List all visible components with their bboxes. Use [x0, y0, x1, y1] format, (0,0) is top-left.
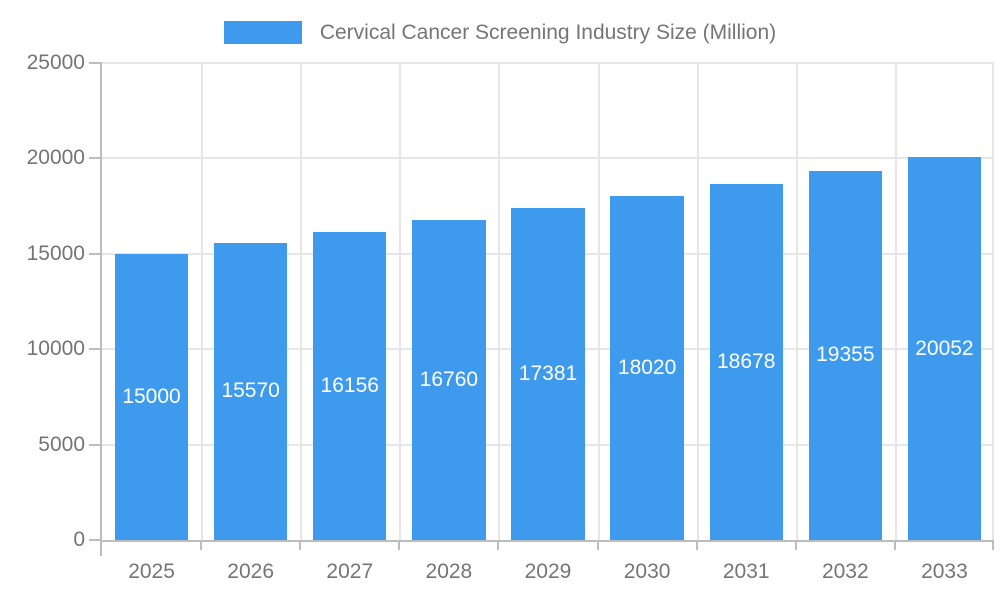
bar[interactable]: 20052: [907, 157, 982, 540]
gridline-horizontal: [102, 62, 994, 64]
y-axis-tick: [89, 539, 102, 541]
y-axis-tick: [89, 443, 102, 446]
x-axis-label: 2027: [326, 560, 374, 583]
bar-value-label: 17381: [518, 362, 578, 386]
x-axis-tick: [992, 540, 994, 550]
x-axis-tick: [497, 540, 500, 550]
x-axis-label: 2026: [227, 560, 275, 583]
y-axis-tick: [89, 157, 102, 160]
gridline-vertical: [498, 63, 501, 540]
y-axis-tick: [89, 348, 102, 351]
x-axis-label: 2029: [524, 560, 572, 583]
y-axis-label: 15000: [26, 241, 85, 265]
x-axis-tick: [299, 540, 302, 550]
x-axis-tick: [695, 540, 698, 550]
bar-value-label: 15570: [221, 379, 280, 403]
y-axis-label: 0: [73, 528, 85, 551]
legend-swatch: [223, 21, 302, 44]
legend-item[interactable]: Cervical Cancer Screening Industry Size …: [0, 21, 1000, 44]
x-axis-tick: [100, 540, 102, 556]
x-axis-tick: [794, 540, 797, 550]
y-axis-tick: [89, 62, 102, 64]
y-axis-tick: [89, 252, 102, 255]
gridline-vertical: [597, 63, 600, 540]
x-axis-tick: [893, 540, 896, 550]
gridline-vertical: [894, 63, 897, 540]
y-axis-label: 20000: [26, 146, 85, 170]
bar[interactable]: 15000: [114, 253, 189, 540]
bar[interactable]: 17381: [511, 208, 585, 540]
x-axis-label: 2033: [921, 560, 968, 583]
x-axis-label: 2025: [128, 560, 175, 583]
x-axis-label: 2032: [821, 560, 869, 583]
bar-value-label: 18678: [717, 349, 776, 373]
x-axis-label: 2031: [722, 560, 770, 583]
bar-value-label: 15000: [122, 384, 181, 408]
bar[interactable]: 19355: [808, 170, 882, 540]
x-axis-label: 2030: [623, 560, 671, 583]
bar[interactable]: 18020: [610, 196, 684, 540]
y-axis-label: 5000: [38, 432, 85, 456]
bar-value-label: 16156: [320, 373, 379, 397]
x-axis-tick: [200, 540, 203, 550]
bar-value-label: 18020: [617, 356, 677, 380]
gridline-vertical: [399, 63, 402, 540]
bar[interactable]: 16156: [313, 231, 387, 540]
bar-value-label: 16760: [419, 368, 479, 392]
plot-area: 15000 2025 15570 2026 16156 2027 16760 2028 1738…: [89, 62, 994, 583]
bar[interactable]: 16760: [412, 220, 486, 540]
bar-value-label: 20052: [915, 336, 974, 360]
y-axis-label: 25000: [26, 51, 85, 74]
y-axis-label: 10000: [26, 337, 85, 361]
gridline-vertical: [300, 63, 303, 540]
x-axis-label: 2028: [425, 560, 473, 583]
bar[interactable]: 18678: [709, 183, 783, 540]
bar[interactable]: 15570: [213, 242, 288, 540]
gridline-vertical: [696, 63, 699, 540]
chart-title: Cervical Cancer Screening Industry Size …: [319, 21, 777, 44]
x-axis-tick: [398, 540, 401, 550]
gridline-vertical: [795, 63, 798, 540]
gridline-horizontal: [102, 157, 994, 160]
x-axis-tick: [596, 540, 599, 550]
gridline-vertical: [201, 63, 204, 540]
bar-value-label: 19355: [816, 343, 875, 367]
gridline-vertical: [992, 63, 994, 540]
